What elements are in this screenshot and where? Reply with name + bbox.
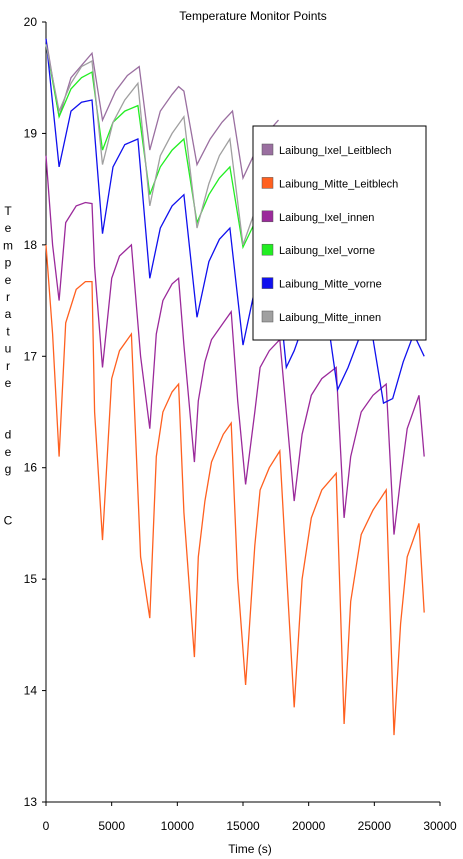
x-tick-label: 0 — [43, 819, 50, 833]
series-line-laibung-mitte-leitblech — [45, 244, 425, 736]
legend-swatch — [261, 143, 274, 156]
legend-swatch — [261, 177, 274, 189]
legend-label: Laibung_Ixel_innen — [279, 212, 374, 224]
x-tick-label: 15000 — [226, 819, 260, 833]
x-tick-label: 30000 — [423, 819, 457, 833]
x-tick-label: 10000 — [161, 819, 195, 833]
series-line-laibung-mitte-innen — [45, 44, 256, 246]
series-line-laibung-ixel-leitblech — [45, 38, 279, 181]
y-tick-label: 13 — [24, 795, 38, 809]
x-tick-label: 20000 — [292, 819, 326, 833]
legend-label: Laibung_Mitte_innen — [279, 312, 381, 324]
y-tick-label: 20 — [24, 15, 38, 29]
x-axis-label: Time (s) — [228, 842, 272, 856]
y-tick-label: 17 — [24, 349, 38, 363]
legend-swatch — [261, 310, 274, 323]
legend-label: Laibung_Ixel_Leitblech — [279, 145, 392, 157]
x-tick-label: 5000 — [98, 819, 125, 833]
legend-swatch — [261, 277, 274, 289]
y-tick-label: 19 — [24, 126, 38, 140]
legend-box — [252, 125, 427, 341]
legend-label: Laibung_Ixel_vorne — [279, 245, 375, 257]
y-tick-label: 18 — [24, 238, 38, 252]
series-line-laibung-ixel-innen — [45, 155, 425, 535]
chart-title: Temperature Monitor Points — [179, 9, 326, 23]
y-tick-label: 14 — [24, 684, 38, 698]
legend-swatch — [261, 210, 274, 223]
legend: Laibung_Ixel_Leitblech Laibung_Mitte_Leit… — [252, 125, 427, 341]
x-tick-label: 25000 — [358, 819, 392, 833]
axes-group: 13 14 15 16 17 18 19 20 0 5000 10000 15000 20000 2500… — [24, 15, 457, 833]
y-tick-label: 16 — [24, 461, 38, 475]
legend-label: Laibung_Mitte_Leitblech — [279, 178, 398, 190]
series-line-laibung-ixel-vorne — [45, 44, 256, 250]
y-tick-label: 15 — [24, 572, 38, 586]
legend-swatch — [261, 243, 274, 256]
legend-label: Laibung_Mitte_vorne — [279, 279, 382, 291]
